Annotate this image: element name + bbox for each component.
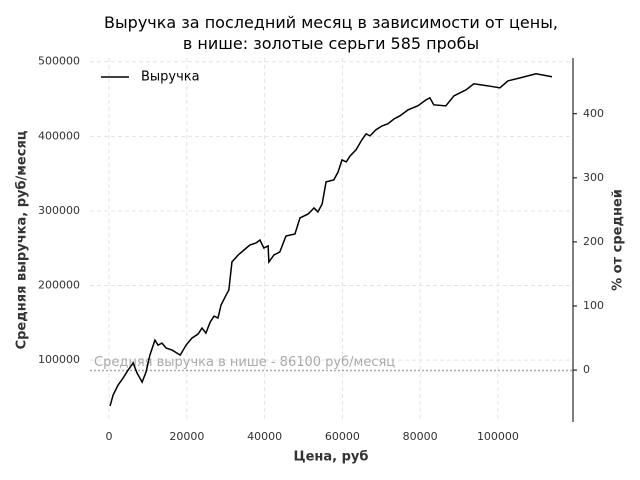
y-axis-label: Средняя выручка, руб/месяц <box>15 130 30 349</box>
chart-title: Выручка за последний месяц в зависимости… <box>104 13 558 53</box>
title-line: в нише: золотые серьги 585 пробы <box>183 34 479 53</box>
y2-tick-label: 0 <box>583 363 590 376</box>
y2-tick-label: 300 <box>583 171 604 184</box>
y-tick-label: 400000 <box>38 129 80 142</box>
y-tick-label: 300000 <box>38 204 80 217</box>
x-tick-label: 60000 <box>325 430 360 443</box>
y-tick-label: 500000 <box>38 55 80 68</box>
y2-tick-label: 200 <box>583 235 604 248</box>
reference-label: Средняя выручка в нише - 86100 руб/месяц <box>94 355 395 370</box>
y2-axis-label: % от средней <box>611 189 626 291</box>
y-tick-label: 200000 <box>38 279 80 292</box>
legend-label: Выручка <box>141 70 200 85</box>
x-tick-label: 40000 <box>247 430 282 443</box>
x-tick-label: 20000 <box>169 430 204 443</box>
y2-tick-label: 100 <box>583 299 604 312</box>
x-tick-label: 100000 <box>477 430 519 443</box>
x-tick-label: 80000 <box>403 430 438 443</box>
title-line: Выручка за последний месяц в зависимости… <box>104 13 558 32</box>
line-series <box>109 73 553 407</box>
x-tick-label: 0 <box>106 430 113 443</box>
x-axis-label: Цена, руб <box>294 450 369 465</box>
y-tick-label: 100000 <box>38 353 80 366</box>
y2-tick-label: 400 <box>583 107 604 120</box>
